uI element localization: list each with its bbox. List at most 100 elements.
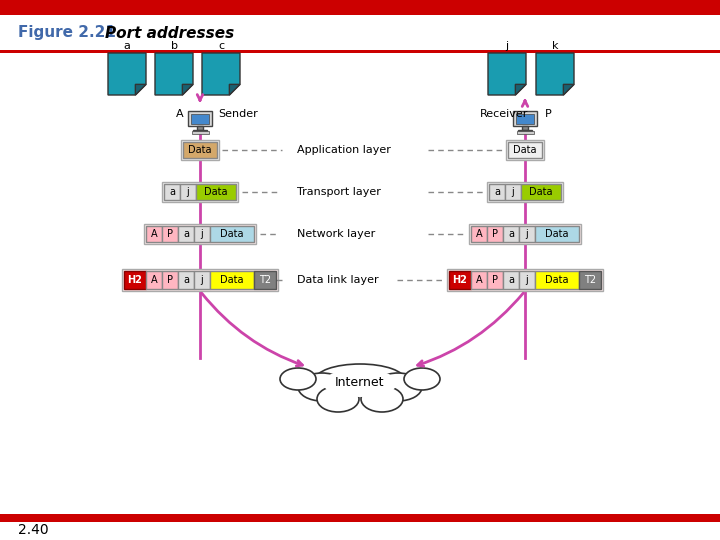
FancyBboxPatch shape (489, 184, 505, 200)
Text: a: a (508, 229, 514, 239)
FancyBboxPatch shape (0, 0, 720, 15)
Text: c: c (218, 41, 224, 51)
Text: k: k (552, 41, 558, 51)
FancyBboxPatch shape (192, 131, 209, 134)
Text: A: A (476, 275, 482, 285)
FancyBboxPatch shape (188, 111, 212, 126)
Polygon shape (516, 84, 526, 95)
FancyBboxPatch shape (254, 271, 276, 289)
Text: a: a (124, 41, 130, 51)
Text: P: P (167, 229, 173, 239)
Text: Figure 2.21: Figure 2.21 (18, 25, 116, 40)
Polygon shape (563, 84, 574, 95)
Text: j: j (505, 41, 508, 51)
FancyBboxPatch shape (210, 271, 254, 289)
FancyBboxPatch shape (449, 271, 471, 289)
FancyBboxPatch shape (518, 130, 532, 131)
Text: a: a (508, 275, 514, 285)
FancyBboxPatch shape (180, 184, 196, 200)
FancyBboxPatch shape (191, 113, 210, 124)
Text: j: j (526, 275, 528, 285)
Text: a: a (494, 187, 500, 197)
FancyBboxPatch shape (164, 184, 180, 200)
Text: a: a (183, 229, 189, 239)
Text: Data: Data (545, 229, 569, 239)
FancyBboxPatch shape (181, 140, 219, 160)
Ellipse shape (404, 368, 440, 390)
Text: Port addresses: Port addresses (105, 25, 234, 40)
FancyBboxPatch shape (196, 184, 236, 200)
FancyBboxPatch shape (178, 226, 194, 242)
Text: A: A (176, 109, 184, 119)
Text: P: P (492, 275, 498, 285)
FancyBboxPatch shape (516, 113, 534, 124)
Text: Data: Data (188, 145, 212, 155)
Text: Data: Data (529, 187, 553, 197)
Polygon shape (202, 53, 240, 95)
Ellipse shape (280, 368, 316, 390)
Text: A: A (150, 275, 157, 285)
Polygon shape (488, 53, 526, 95)
FancyBboxPatch shape (144, 224, 256, 244)
FancyBboxPatch shape (183, 142, 217, 158)
Text: Sender: Sender (218, 109, 258, 119)
FancyBboxPatch shape (194, 271, 210, 289)
FancyBboxPatch shape (193, 130, 207, 131)
Polygon shape (108, 53, 146, 95)
Text: T2: T2 (584, 275, 596, 285)
FancyBboxPatch shape (516, 131, 534, 134)
Text: Data: Data (204, 187, 228, 197)
Text: a: a (169, 187, 175, 197)
FancyBboxPatch shape (487, 226, 503, 242)
Text: Data link layer: Data link layer (297, 275, 379, 285)
FancyBboxPatch shape (0, 15, 720, 50)
FancyBboxPatch shape (0, 50, 720, 53)
FancyBboxPatch shape (471, 226, 487, 242)
Ellipse shape (317, 386, 359, 412)
FancyBboxPatch shape (503, 226, 519, 242)
FancyBboxPatch shape (523, 126, 528, 130)
FancyBboxPatch shape (579, 271, 601, 289)
Ellipse shape (323, 369, 397, 397)
FancyBboxPatch shape (0, 514, 720, 522)
FancyBboxPatch shape (162, 226, 178, 242)
Text: Data: Data (513, 145, 536, 155)
Text: Transport layer: Transport layer (297, 187, 381, 197)
FancyBboxPatch shape (535, 271, 579, 289)
Text: H2: H2 (453, 275, 467, 285)
FancyBboxPatch shape (513, 111, 537, 126)
Text: j: j (526, 229, 528, 239)
Text: 2.40: 2.40 (18, 523, 49, 537)
Text: Network layer: Network layer (297, 229, 375, 239)
Text: H2: H2 (127, 275, 143, 285)
FancyBboxPatch shape (178, 271, 194, 289)
Text: P: P (167, 275, 173, 285)
Text: j: j (201, 275, 203, 285)
FancyBboxPatch shape (197, 126, 202, 130)
FancyBboxPatch shape (194, 226, 210, 242)
FancyBboxPatch shape (146, 271, 162, 289)
Text: Internet: Internet (336, 375, 384, 388)
Polygon shape (182, 84, 193, 95)
Text: Data: Data (220, 275, 244, 285)
Ellipse shape (315, 364, 405, 396)
Ellipse shape (374, 373, 422, 401)
FancyBboxPatch shape (521, 184, 561, 200)
FancyBboxPatch shape (210, 226, 254, 242)
Text: T2: T2 (259, 275, 271, 285)
FancyBboxPatch shape (447, 269, 603, 291)
Text: Application layer: Application layer (297, 145, 391, 155)
FancyBboxPatch shape (469, 224, 581, 244)
Text: j: j (201, 229, 203, 239)
Text: P: P (545, 109, 552, 119)
FancyBboxPatch shape (519, 271, 535, 289)
Text: j: j (186, 187, 189, 197)
FancyBboxPatch shape (162, 271, 178, 289)
FancyBboxPatch shape (506, 140, 544, 160)
Polygon shape (135, 84, 146, 95)
FancyBboxPatch shape (146, 226, 162, 242)
FancyBboxPatch shape (162, 182, 238, 202)
Text: Data: Data (220, 229, 244, 239)
Ellipse shape (361, 386, 403, 412)
FancyBboxPatch shape (487, 182, 563, 202)
